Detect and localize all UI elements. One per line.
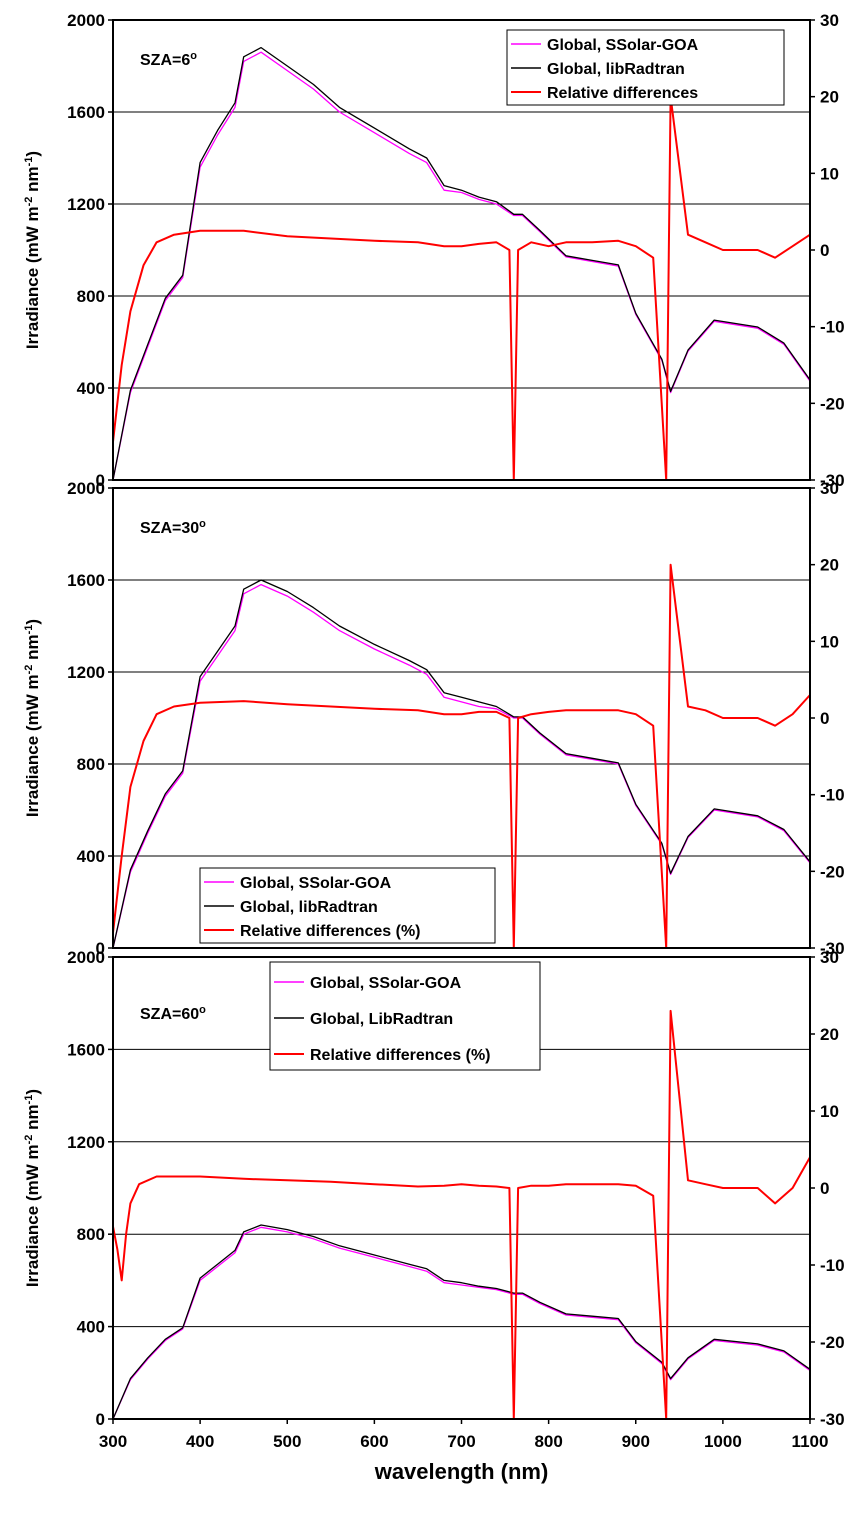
- y2-tick-label: 20: [820, 556, 839, 575]
- series-line-2: [112, 46, 811, 481]
- y-tick-label: 2000: [67, 11, 105, 30]
- y2-tick-label: 30: [820, 11, 839, 30]
- y2-tick-label: -20: [820, 1333, 845, 1352]
- y2-tick-label: -30: [820, 939, 845, 958]
- y2-tick-label: 20: [820, 1025, 839, 1044]
- legend-box: [506, 29, 785, 106]
- y2-tick-label: -10: [820, 318, 845, 337]
- legend-entry: Global, SSolar-GOA: [310, 975, 462, 992]
- sza-annotation: SZA=30o: [140, 518, 206, 537]
- legend-entry: Global, libRadtran: [240, 899, 378, 916]
- legend-entry: Relative differences: [547, 85, 698, 102]
- chart-panel-3: 0 400 800 1200 1600 2000 -30 -20 -10 0 10 20 30 300 40…: [23, 948, 845, 1484]
- legend-entry: Global, libRadtran: [547, 61, 685, 78]
- chart-panel-1: 0 400 800 1200 1600 2000 -30 -20 -10 0 10 20 30 Irrad…: [23, 11, 845, 490]
- x-tick-label: 1000: [704, 1432, 742, 1451]
- legend-entry: Global, SSolar-GOA: [547, 37, 699, 54]
- y2-tick-label: -30: [820, 471, 845, 490]
- x-tick-label: 900: [622, 1432, 650, 1451]
- y-tick-label: 0: [96, 1410, 105, 1429]
- y-tick-label: 800: [77, 755, 105, 774]
- x-tick-label: 600: [360, 1432, 388, 1451]
- x-axis-label: wavelength (nm): [374, 1459, 549, 1484]
- legend-entry: Global, LibRadtran: [310, 1011, 453, 1028]
- x-tick-label: 500: [273, 1432, 301, 1451]
- series-line-3: [112, 1009, 811, 1420]
- y-tick-label: 0: [96, 471, 105, 490]
- y2-tick-label: 0: [820, 1179, 829, 1198]
- series-line-1: [112, 51, 811, 481]
- legend-entry: Global, SSolar-GOA: [240, 875, 392, 892]
- y2-tick-label: 20: [820, 88, 839, 107]
- y2-tick-label: 30: [820, 479, 839, 498]
- y2-tick-label: 10: [820, 1102, 839, 1121]
- legend: Global, SSolar-GOA Global, LibRadtran Rela…: [269, 961, 541, 1071]
- y2-tick-label: 10: [820, 164, 839, 183]
- y-tick-label: 2000: [67, 479, 105, 498]
- y-tick-label: 1200: [67, 1133, 105, 1152]
- y-tick-label: 400: [77, 847, 105, 866]
- x-tick-label: 800: [534, 1432, 562, 1451]
- y-tick-label: 0: [96, 939, 105, 958]
- y-tick-label: 800: [77, 287, 105, 306]
- chart-panel-2: 0 400 800 1200 1600 2000 -30 -20 -10 0 10 20 30 Irrad…: [23, 479, 845, 958]
- y2-tick-label: -10: [820, 786, 845, 805]
- y2-tick-label: -30: [820, 1410, 845, 1429]
- y2-tick-label: 30: [820, 948, 839, 967]
- y2-tick-label: 0: [820, 709, 829, 728]
- x-tick-label: 700: [447, 1432, 475, 1451]
- y2-tick-label: 10: [820, 632, 839, 651]
- legend-box: [199, 867, 496, 944]
- y-tick-label: 400: [77, 1318, 105, 1337]
- legend-entry: Relative differences (%): [240, 923, 421, 940]
- series-line-2: [112, 1224, 811, 1420]
- x-tick-label: 300: [99, 1432, 127, 1451]
- legend: Global, SSolar-GOA Global, libRadtran Rela…: [199, 867, 496, 944]
- y-axis-label: Irradiance (mW m-2 nm-1): [23, 619, 42, 817]
- series-line-1: [112, 1226, 811, 1420]
- sza-annotation: SZA=6o: [140, 50, 197, 69]
- y-tick-label: 800: [77, 1225, 105, 1244]
- y2-tick-label: -20: [820, 862, 845, 881]
- legend: Global, SSolar-GOA Global, libRadtran Rela…: [506, 29, 785, 106]
- y-tick-label: 1200: [67, 663, 105, 682]
- x-tick-label: 400: [186, 1432, 214, 1451]
- series-line-3: [112, 95, 811, 481]
- y2-tick-label: 0: [820, 241, 829, 260]
- x-tick-label: 1100: [792, 1432, 829, 1451]
- y-tick-label: 1600: [67, 103, 105, 122]
- y-axis-label: Irradiance (mW m-2 nm-1): [23, 151, 42, 349]
- y-tick-label: 2000: [67, 948, 105, 967]
- legend-entry: Relative differences (%): [310, 1047, 491, 1064]
- sza-annotation: SZA=60o: [140, 1004, 206, 1023]
- y-tick-label: 400: [77, 379, 105, 398]
- y-tick-label: 1600: [67, 571, 105, 590]
- y2-tick-label: -20: [820, 394, 845, 413]
- y-axis-label: Irradiance (mW m-2 nm-1): [23, 1089, 42, 1287]
- legend-box: [269, 961, 541, 1071]
- y-tick-label: 1200: [67, 195, 105, 214]
- y-tick-label: 1600: [67, 1040, 105, 1059]
- y2-tick-label: -10: [820, 1256, 845, 1275]
